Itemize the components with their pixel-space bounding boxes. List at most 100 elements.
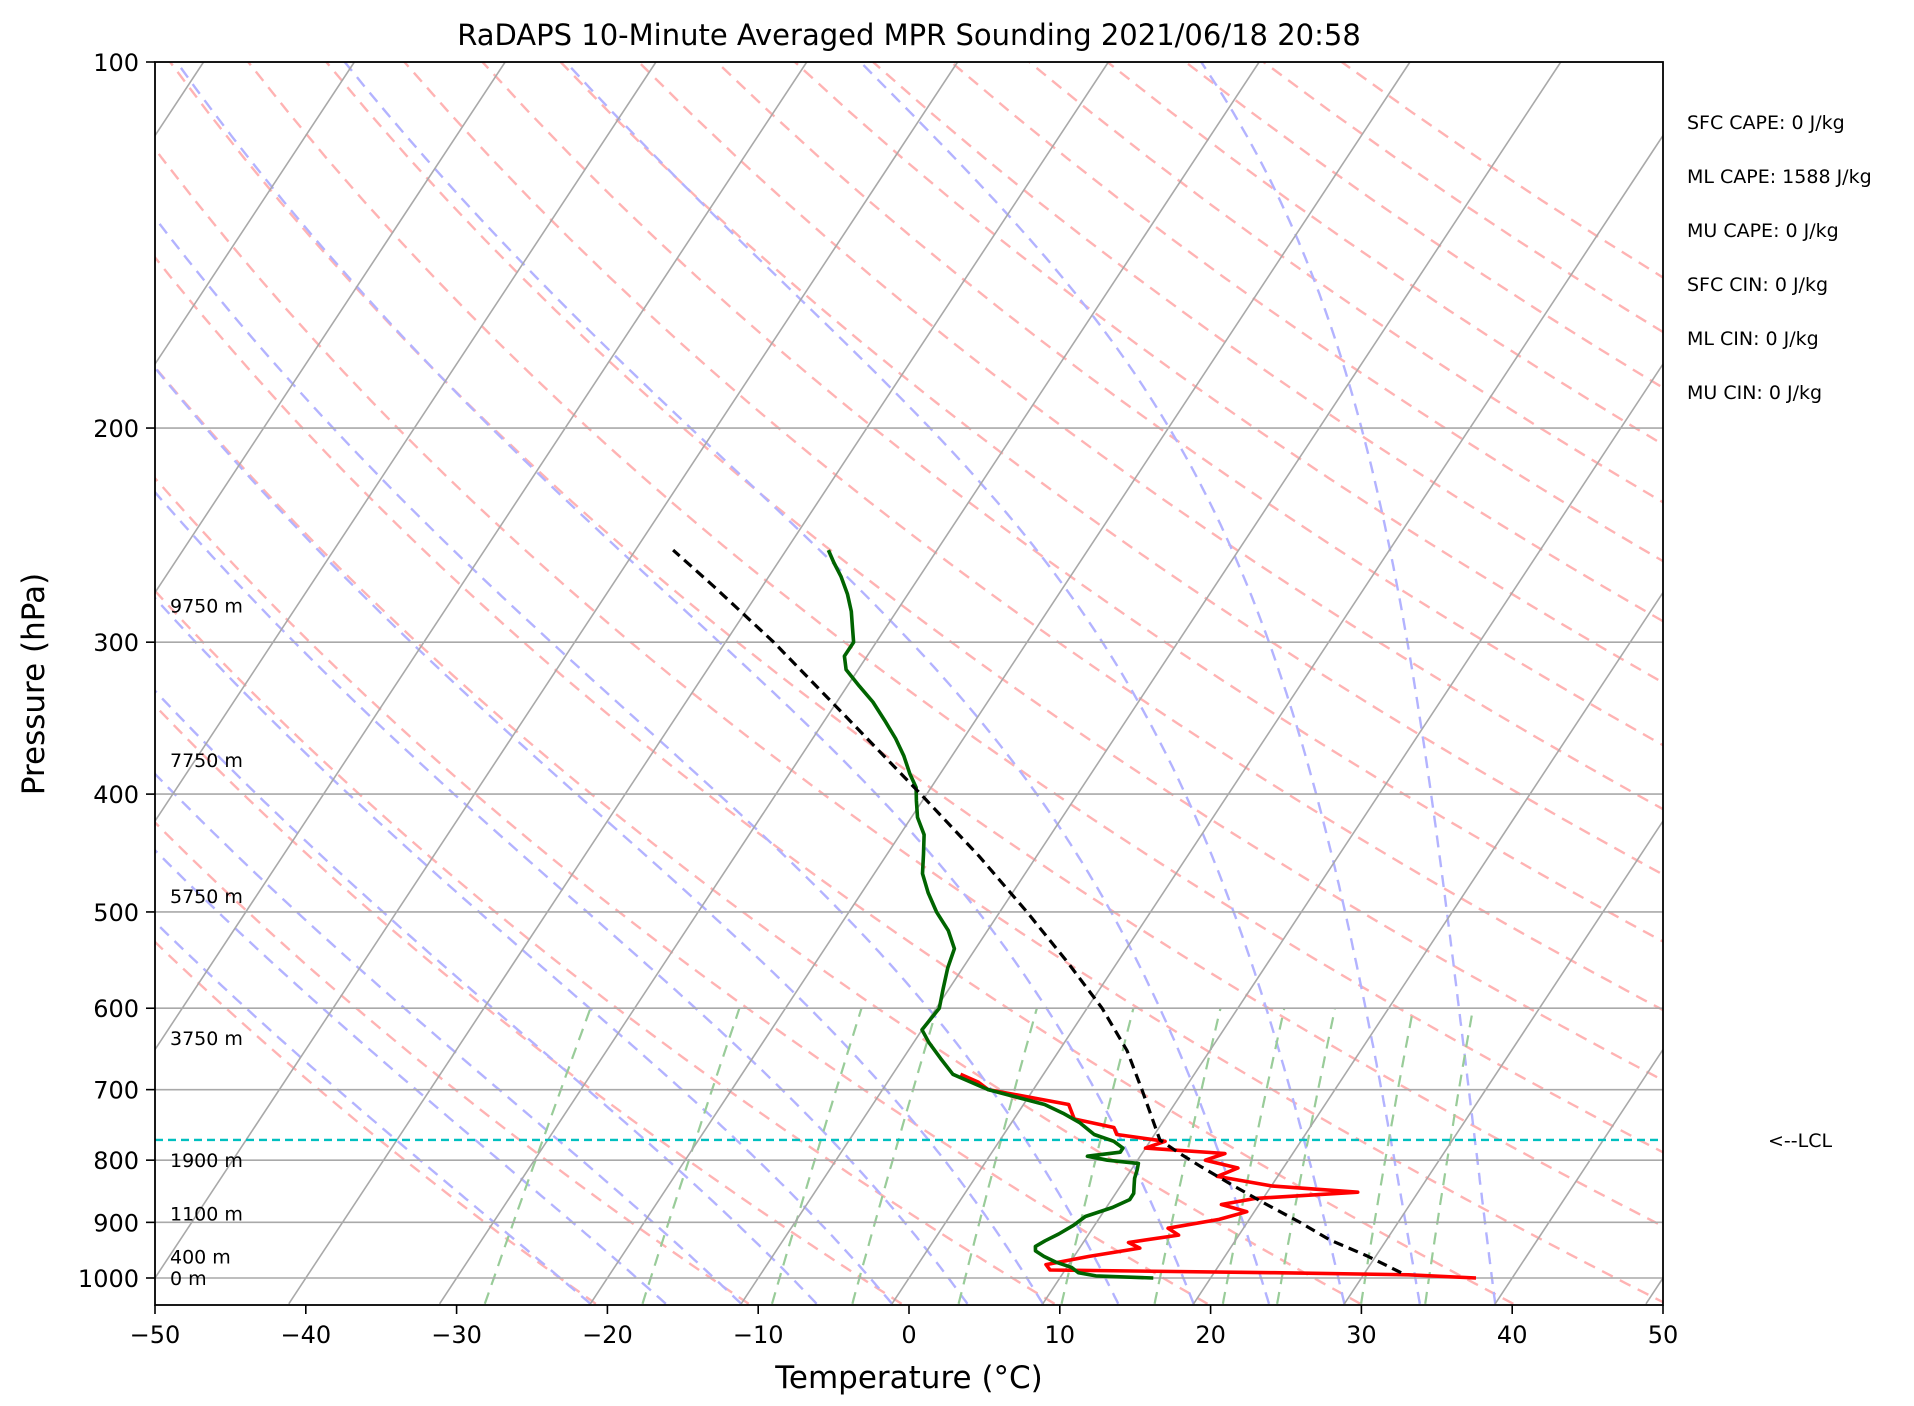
x-axis-label: Temperature (°C) [774,1360,1043,1396]
mixing-ratio-line [1060,1007,1135,1305]
height-label: 3750 m [170,1028,243,1050]
x-tick-label: 0 [901,1321,916,1349]
y-tick-label: 400 [93,781,139,809]
moist-adiabat [155,596,893,1305]
sounding-traces [155,548,1663,1280]
height-label: 5750 m [170,886,243,908]
isotherm [740,62,1562,1305]
background-guides [155,62,1663,1305]
height-label: 9750 m [170,596,243,618]
dry-adiabat [169,62,1663,1228]
dry-adiabat [155,589,1056,1305]
dry-adiabat [155,940,597,1305]
y-tick-label: 1000 [78,1265,139,1293]
moist-adiabat [155,689,818,1305]
lcl-label: <--LCL [1768,1130,1832,1152]
y-tick-label: 300 [93,629,139,657]
isotherm [1192,591,1663,1305]
moist-adiabat [175,62,1195,1305]
moist-adiabat [564,62,1346,1305]
dry-adiabat [155,476,1209,1305]
y-tick-label: 100 [93,49,139,77]
dry-adiabat [1106,62,1663,446]
y-tick-label: 500 [93,899,139,927]
x-tick-label: −30 [431,1321,482,1349]
moist-adiabat [155,848,667,1305]
isotherm [1343,819,1663,1305]
stability-index: MU CAPE: 0 J/kg [1687,220,1839,242]
moist-adiabat [859,62,1421,1304]
mixing-ratio-line [1221,1007,1286,1304]
x-tick-label: −20 [582,1321,633,1349]
stability-index: ML CAPE: 1588 J/kg [1687,166,1872,188]
parcel-trace [672,548,1402,1275]
stability-index: ML CIN: 0 J/kg [1687,328,1819,350]
dry-adiabat [325,62,1663,1082]
y-tick-label: 600 [93,995,139,1023]
x-tick-label: 20 [1195,1321,1226,1349]
y-tick-label: 800 [93,1147,139,1175]
isotherm [155,62,506,594]
dry-adiabat [247,62,1663,1154]
mixing-ratio-line [1360,1007,1415,1304]
moist-adiabat [155,215,1120,1305]
x-tick-label: 40 [1497,1321,1528,1349]
stability-index: SFC CAPE: 0 J/kg [1687,112,1845,134]
isotherm [155,62,959,1280]
isotherm [155,62,657,823]
dry-adiabat [155,703,903,1305]
y-tick-label: 900 [93,1209,139,1237]
chart-title: RaDAPS 10-Minute Averaged MPR Sounding 2… [457,18,1361,52]
dry-adiabat [1184,62,1663,390]
y-tick-label: 200 [93,415,139,443]
dry-adiabat [950,62,1663,563]
stability-index: SFC CIN: 0 J/kg [1687,274,1828,296]
isotherm [1645,1276,1663,1305]
dry-adiabat [155,255,1514,1305]
mixing-ratio-line [1424,1008,1475,1304]
x-tick-label: −50 [130,1321,181,1349]
x-tick-label: 10 [1045,1321,1076,1349]
dry-adiabat [155,146,1663,1304]
dry-adiabat [403,62,1663,1012]
moist-adiabat [155,920,592,1305]
dry-adiabat [1341,62,1663,279]
mixing-ratio-line [957,1007,1038,1305]
mixing-ratio-line [1153,1007,1222,1305]
stability-index: MU CIN: 0 J/kg [1687,382,1822,404]
dewpoint-trace [826,549,1154,1280]
height-label: 1100 m [170,1204,243,1226]
dry-adiabat [637,62,1663,811]
dry-adiabat [155,820,750,1305]
height-label: 7750 m [170,750,243,772]
isotherm [155,62,356,366]
isotherm [438,62,1260,1305]
x-tick-label: −10 [733,1321,784,1349]
y-axis-label: Pressure (hPa) [16,573,52,795]
mixing-ratio-line [770,1007,863,1305]
dry-adiabat [715,62,1663,747]
height-label: 0 m [170,1268,207,1290]
mixing-ratio-line [483,1007,592,1305]
height-label: 1900 m [170,1150,243,1172]
moist-adiabat [155,490,969,1305]
temperature-trace [959,1072,1477,1280]
stability-indices: SFC CAPE: 0 J/kg ML CAPE: 1588 J/kg MU CAP… [1687,112,1872,404]
x-tick-label: −40 [280,1321,331,1349]
moist-adiabat [1200,62,1497,1304]
moist-adiabat [343,62,1271,1305]
mixing-ratio-line [1276,1007,1337,1305]
dry-adiabat [794,62,1663,684]
mixing-ratio-line [641,1007,741,1305]
dry-adiabat [481,62,1663,943]
axes: −50 −40 −30 −20 −10 0 10 20 30 40 50 100 200 300 400 50… [78,49,1678,1349]
isotherm [891,134,1663,1305]
dry-adiabat [155,365,1361,1305]
y-tick-label: 700 [93,1077,139,1105]
isotherm [288,62,1110,1305]
isotherm [589,62,1411,1305]
moist-adiabat [155,365,1044,1305]
x-tick-label: 50 [1648,1321,1679,1349]
